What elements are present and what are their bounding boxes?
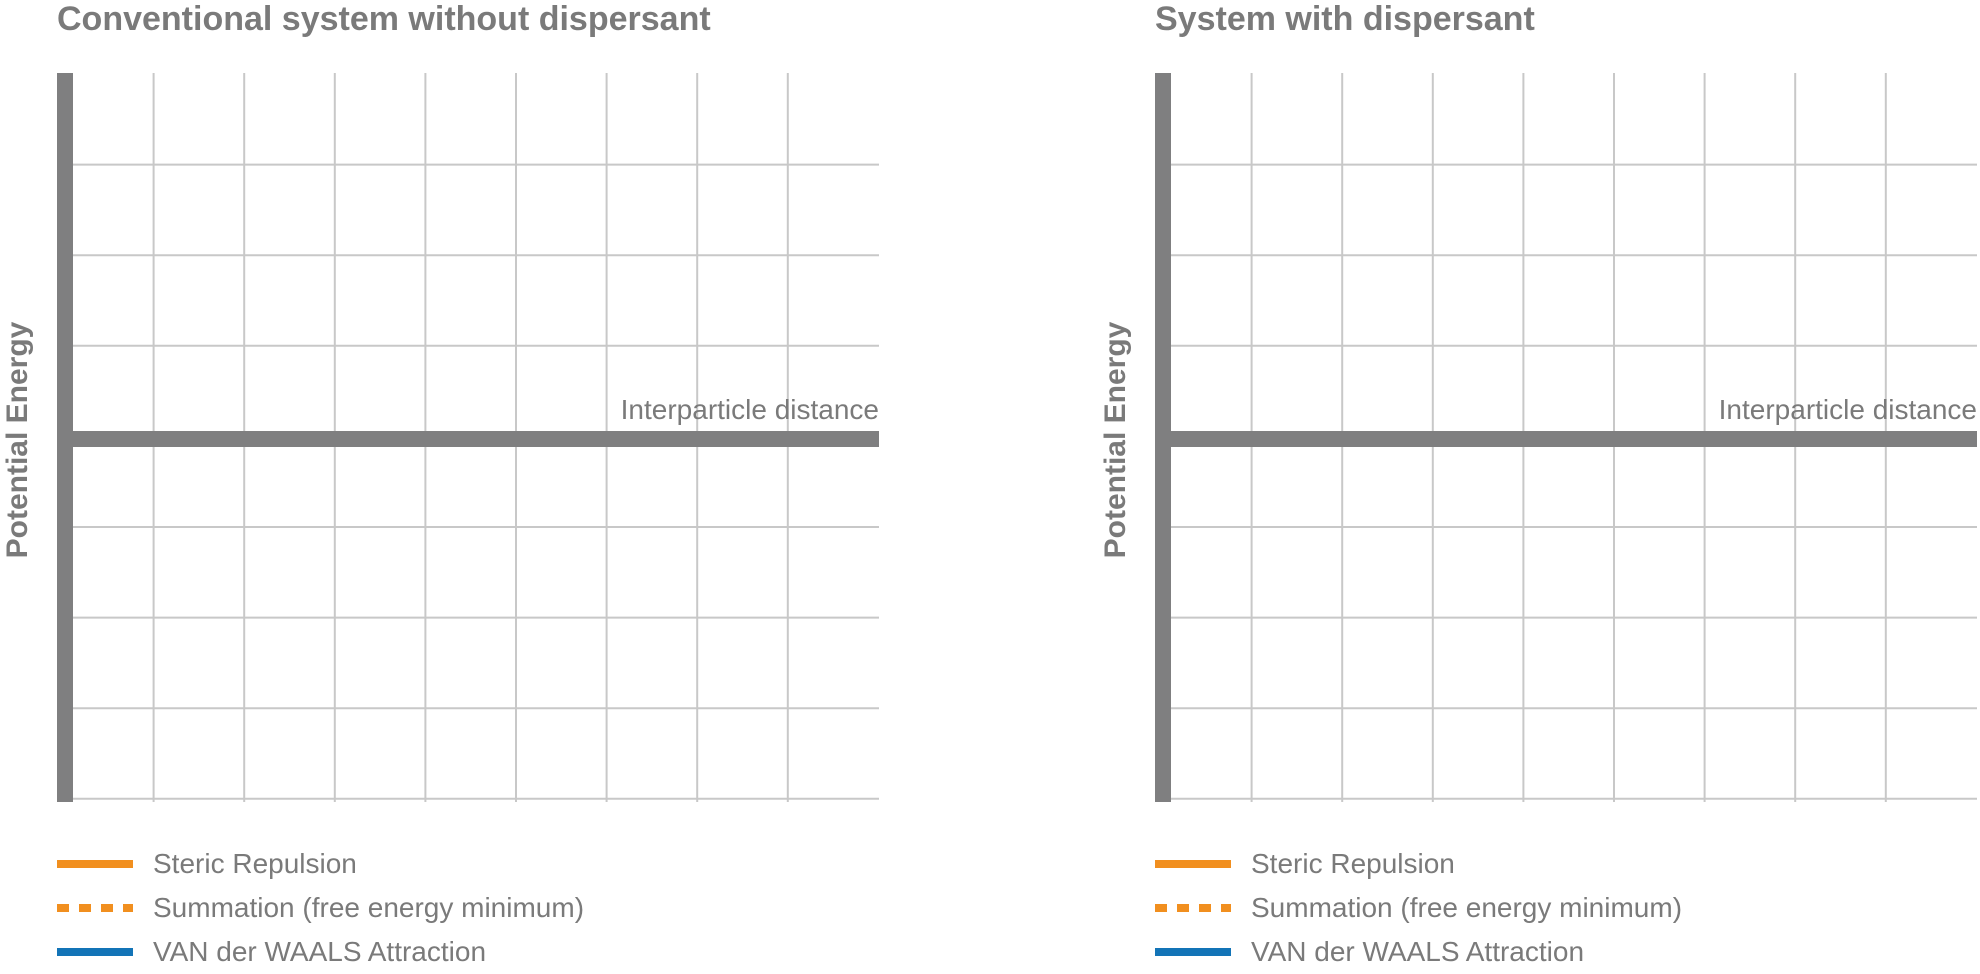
legend: Steric Repulsion Summation (free energy …: [57, 842, 584, 974]
legend-item-van-der-waals: VAN der WAALS Attraction: [1155, 930, 1682, 974]
chart-panel-conventional: Conventional system without dispersant I…: [0, 0, 900, 970]
legend-item-summation: Summation (free energy minimum): [1155, 886, 1682, 930]
legend-swatch-solid-blue: [1155, 948, 1231, 956]
plot-area: Interparticle distance Potential Energy: [1, 73, 879, 802]
x-axis-label: Interparticle distance: [621, 394, 879, 425]
legend-item-steric-repulsion: Steric Repulsion: [1155, 842, 1682, 886]
chart-title: System with dispersant: [1155, 0, 1535, 38]
x-axis: [57, 431, 879, 447]
legend-label: VAN der WAALS Attraction: [153, 936, 487, 967]
legend-swatch-solid-blue: [57, 948, 133, 956]
x-axis: [1155, 431, 1977, 447]
legend-label: Steric Repulsion: [153, 848, 357, 879]
legend-item-steric-repulsion: Steric Repulsion: [57, 842, 584, 886]
legend: Steric Repulsion Summation (free energy …: [1155, 842, 1682, 974]
plot-area: Interparticle distance Potential Energy: [1099, 73, 1977, 802]
legend-label: VAN der WAALS Attraction: [1251, 936, 1585, 967]
legend-label: Steric Repulsion: [1251, 848, 1455, 879]
legend-swatch-dotted-orange: [57, 904, 133, 912]
legend-item-van-der-waals: VAN der WAALS Attraction: [57, 930, 584, 974]
y-axis-label: Potential Energy: [1, 321, 34, 558]
chart-title: Conventional system without dispersant: [57, 0, 711, 38]
legend-item-summation: Summation (free energy minimum): [57, 886, 584, 930]
x-axis-label: Interparticle distance: [1719, 394, 1977, 425]
chart-panel-with-dispersant: System with dispersant Interparticle dis…: [1098, 0, 1980, 970]
y-axis-label: Potential Energy: [1099, 321, 1132, 558]
legend-label: Summation (free energy minimum): [1251, 892, 1683, 923]
legend-swatch-solid-orange: [57, 860, 133, 868]
legend-swatch-solid-orange: [1155, 860, 1231, 868]
legend-label: Summation (free energy minimum): [153, 892, 585, 923]
legend-swatch-dotted-orange: [1155, 904, 1231, 912]
grid-lines: [73, 73, 879, 802]
